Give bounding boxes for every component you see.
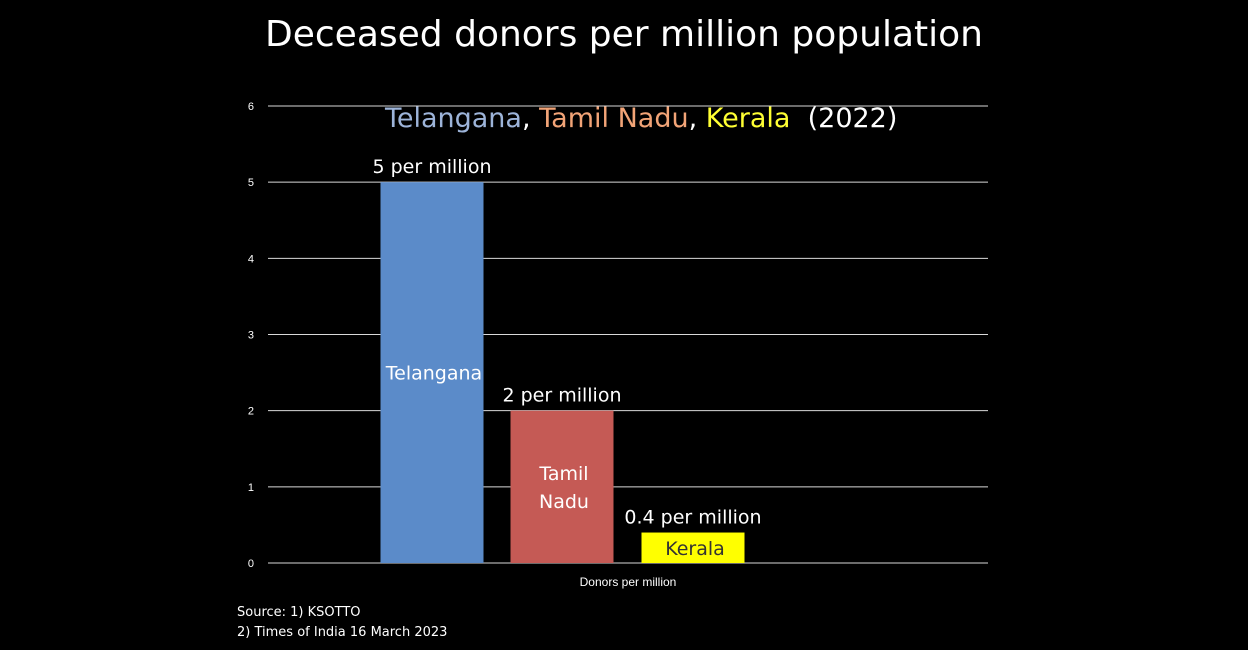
bar-telangana <box>380 182 484 563</box>
subtitle-separator-2: , <box>688 103 706 134</box>
bar-inner-label-kerala: Kerala <box>665 538 725 560</box>
y-tick-label: 4 <box>248 253 254 265</box>
bar-tamil-nadu <box>510 410 614 563</box>
bar-kerala <box>641 532 745 563</box>
y-tick-label: 3 <box>248 330 254 342</box>
y-tick-label: 6 <box>248 101 254 113</box>
y-tick-label: 5 <box>248 177 254 189</box>
data-label-kerala: 0.4 per million <box>624 507 761 529</box>
subtitle-part-year: (2022) <box>790 103 898 134</box>
chart-title: Deceased donors per million population <box>265 14 983 55</box>
source-line-2: 2) Times of India 16 March 2023 <box>237 625 448 640</box>
subtitle-part-tamil-nadu: Tamil Nadu <box>539 103 689 134</box>
y-tick-label: 1 <box>248 482 254 494</box>
source-line-1: Source: 1) KSOTTO <box>237 605 361 620</box>
bar-inner-label-tamil-nadu: Tamil <box>538 463 588 485</box>
data-label-tamil-nadu: 2 per million <box>502 385 621 407</box>
y-tick-label: 2 <box>248 406 254 418</box>
chart-subtitle: Telangana, Tamil Nadu, Kerala (2022) <box>0 62 1248 176</box>
subtitle-part-telangana: Telangana <box>384 103 522 134</box>
source-note: Source: 1) KSOTTO 2) Times of India 16 M… <box>237 603 447 643</box>
subtitle-part-kerala: Kerala <box>705 103 791 134</box>
bar-inner-label-telangana: Telangana <box>385 363 482 385</box>
x-axis-label: Donors per million <box>580 575 677 589</box>
bar-inner-label-tamil-nadu: Nadu <box>539 491 589 513</box>
data-label-telangana: 5 per million <box>372 156 491 178</box>
y-tick-label: 0 <box>248 558 254 570</box>
subtitle-separator-1: , <box>521 103 540 134</box>
